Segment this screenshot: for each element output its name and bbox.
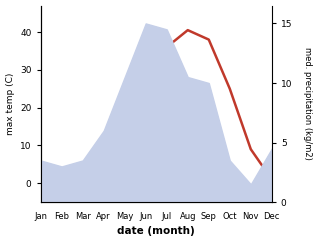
X-axis label: date (month): date (month)	[117, 227, 195, 236]
Y-axis label: max temp (C): max temp (C)	[5, 73, 15, 135]
Y-axis label: med. precipitation (kg/m2): med. precipitation (kg/m2)	[303, 47, 313, 160]
